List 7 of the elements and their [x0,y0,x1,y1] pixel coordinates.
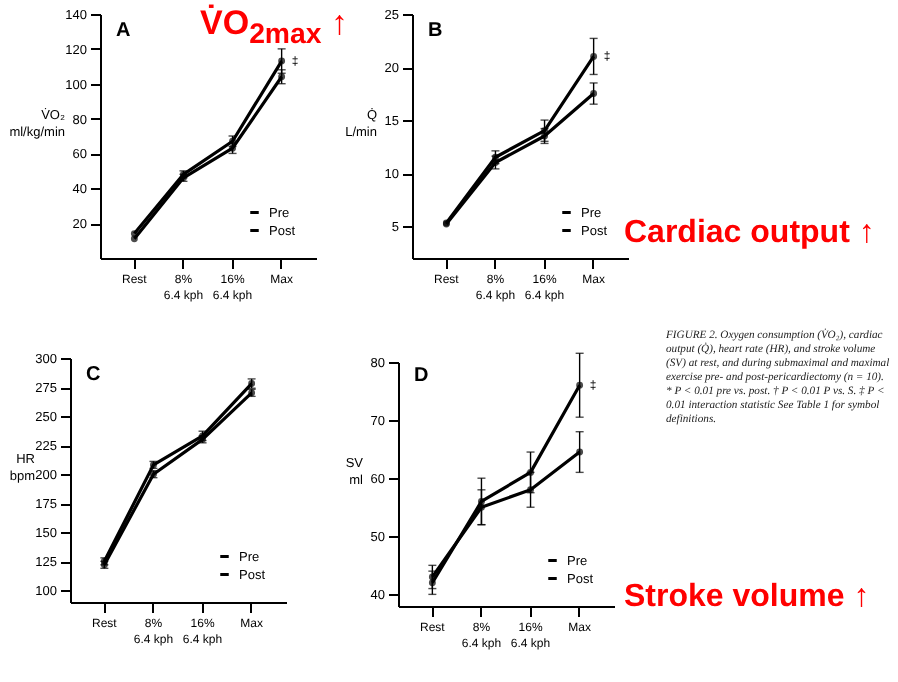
text: Stroke volume ↑ [624,580,870,616]
chart-title: B [428,20,443,42]
annotation: Cardiac output ↑ [624,216,875,252]
chart-title: D [414,364,429,387]
chart-title: C [86,364,101,386]
annotation: V̇O$_{2max}$ ↑ [200,4,349,51]
chart-title: A [116,20,131,42]
